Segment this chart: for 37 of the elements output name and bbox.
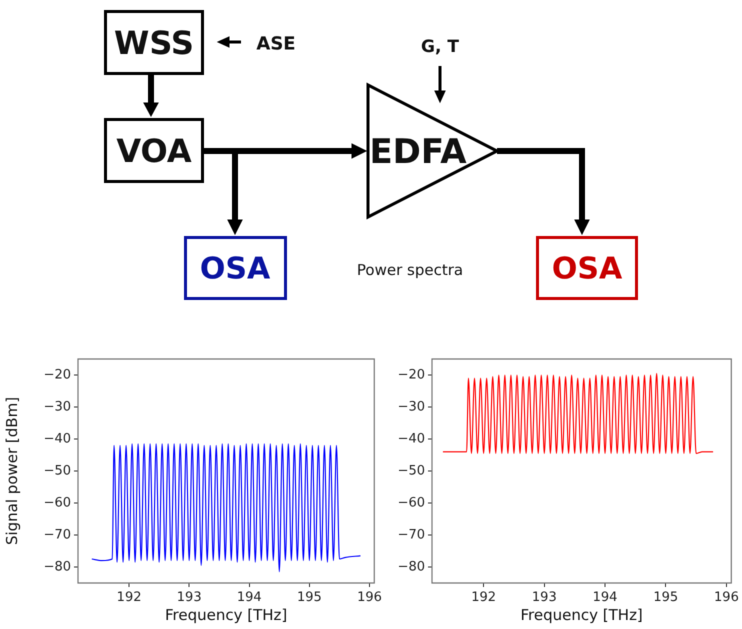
y-tick-label: −60 [44,495,71,510]
y-tick-label: −20 [398,367,425,382]
x-tick-label: 194 [592,590,618,606]
text: EDFA [369,132,467,172]
line-series [442,372,714,454]
y-tick-label: −70 [398,527,425,542]
text: G, T [421,37,459,57]
y-tick-label: −80 [44,559,71,574]
x-tick-label: 196 [714,590,739,606]
y-tick-label: −60 [398,495,425,510]
y-tick-label: −80 [398,559,425,574]
y-axis-title: Signal power [dBm] [2,396,21,546]
x-axis-title: Frequency [THz] [520,606,643,624]
text: Power spectra [356,261,464,279]
y-tick-label: −30 [398,399,425,414]
y-tick-label: −50 [44,463,71,478]
text: OSA [200,252,270,286]
x-tick-label: 194 [236,590,262,606]
y-tick-label: −30 [44,399,71,414]
text: OSA [552,252,622,286]
y-tick-label: −50 [398,463,425,478]
x-tick-label: 192 [116,590,142,606]
y-tick-label: −20 [44,367,71,382]
y-tick-label: −70 [44,527,71,542]
y-tick-label: −40 [44,431,71,446]
text: ASE [256,34,296,54]
line-series [91,443,362,572]
x-tick-label: 193 [532,590,557,606]
x-tick-label: 193 [176,590,202,606]
x-tick-label: 195 [296,590,322,606]
x-axis-title: Frequency [THz] [165,606,288,624]
y-tick-label: −40 [398,431,425,446]
x-tick-label: 192 [471,590,496,606]
text: VOA [116,132,192,170]
x-tick-label: 195 [653,590,678,606]
text: WSS [114,24,194,62]
x-tick-label: 196 [357,590,382,606]
